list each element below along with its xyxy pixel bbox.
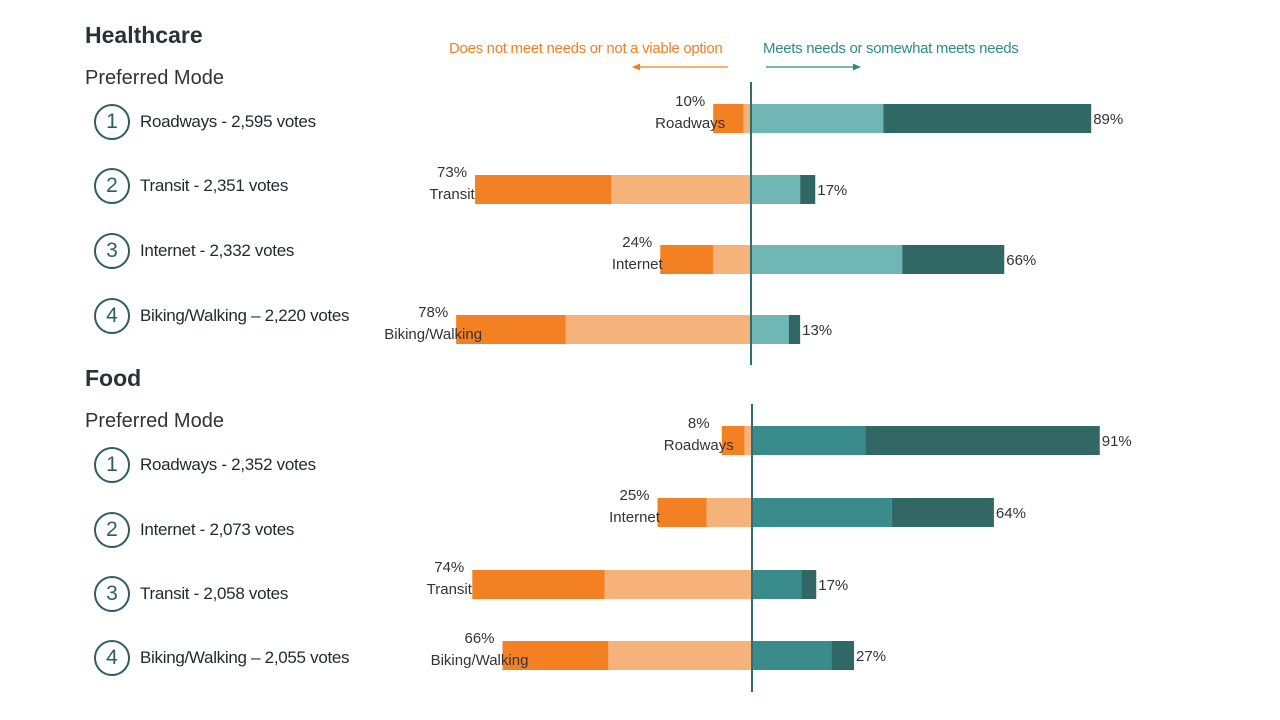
bar-positive-light	[752, 570, 802, 599]
rank-row-healthcare-1: 1 Roadways - 2,595 votes	[94, 102, 316, 142]
rank-row-healthcare-4: 4 Biking/Walking – 2,220 votes	[94, 296, 350, 336]
preferred-mode-title-food: Preferred Mode	[85, 410, 224, 432]
category-label: Transit	[427, 581, 473, 598]
rank-row-food-2: 2 Internet - 2,073 votes	[94, 510, 294, 550]
data-label-positive: 17%	[817, 182, 847, 199]
bar-positive-light	[752, 641, 832, 670]
section-title-food: Food	[85, 365, 142, 391]
rank-label: Roadways - 2,352 votes	[140, 455, 316, 474]
bar-negative-light	[744, 426, 752, 455]
bar-positive-light	[752, 426, 866, 455]
rank-label: Transit - 2,058 votes	[140, 584, 289, 603]
category-label: Internet	[609, 509, 661, 526]
bar-negative-dark	[475, 175, 612, 204]
data-label-positive: 64%	[996, 505, 1026, 522]
data-label-negative: 73%	[437, 164, 467, 181]
rank-row-healthcare-3: 3 Internet - 2,332 votes	[94, 231, 294, 271]
bar-positive-dark	[891, 498, 994, 527]
bar-negative-dark	[721, 426, 745, 455]
legend-negative-label: Does not meet needs or not a viable opti…	[449, 40, 723, 57]
bar-positive-light	[751, 315, 789, 344]
bar-negative-dark	[472, 570, 605, 599]
rank-row-food-3: 3 Transit - 2,058 votes	[94, 574, 288, 614]
bar-positive-dark	[831, 641, 855, 670]
bar-positive-light	[751, 245, 903, 274]
rank-row-healthcare-2: 2 Transit - 2,351 votes	[94, 166, 288, 206]
data-label-negative: 74%	[434, 559, 464, 576]
bar-negative-light	[611, 175, 751, 204]
rank-row-food-1: 1 Roadways - 2,352 votes	[94, 445, 316, 485]
category-label: Roadways	[655, 115, 725, 132]
category-label: Biking/Walking	[384, 326, 482, 343]
data-label-negative: 78%	[418, 304, 448, 321]
category-label: Internet	[612, 256, 664, 273]
bar-positive-dark	[883, 104, 1092, 133]
category-label: Biking/Walking	[431, 652, 529, 669]
bar-negative-dark	[657, 498, 707, 527]
data-label-positive: 91%	[1102, 433, 1132, 450]
arrow-right-icon	[766, 63, 861, 71]
rank-label: Internet - 2,332 votes	[140, 241, 295, 260]
rank-number: 2	[94, 512, 130, 548]
bar-positive-dark	[902, 245, 1005, 274]
rank-number: 1	[94, 104, 130, 140]
rank-number: 4	[94, 298, 130, 334]
data-label-negative: 24%	[622, 234, 652, 251]
bar-positive-light	[751, 104, 884, 133]
section-title-healthcare: Healthcare	[85, 22, 203, 48]
bar-positive-dark	[865, 426, 1100, 455]
rank-label: Biking/Walking – 2,055 votes	[140, 648, 350, 667]
rank-number: 4	[94, 640, 130, 676]
bar-positive-light	[751, 175, 801, 204]
data-label-negative: 10%	[675, 93, 705, 110]
arrow-left-icon	[632, 63, 728, 71]
data-label-positive: 89%	[1093, 111, 1123, 128]
legend-arrows	[632, 63, 861, 71]
data-label-negative: 25%	[619, 487, 649, 504]
category-label: Roadways	[664, 437, 734, 454]
rank-number: 3	[94, 576, 130, 612]
bar-positive-dark	[801, 570, 817, 599]
data-label-positive: 17%	[818, 577, 848, 594]
bar-positive-light	[752, 498, 892, 527]
bar-negative-light	[713, 245, 751, 274]
bar-negative-light	[565, 315, 751, 344]
data-label-negative: 66%	[465, 630, 495, 647]
preferred-mode-title-healthcare: Preferred Mode	[85, 67, 224, 89]
bar-negative-dark	[456, 315, 566, 344]
rank-label: Roadways - 2,595 votes	[140, 112, 316, 131]
bar-negative-light	[608, 641, 752, 670]
rank-label: Transit - 2,351 votes	[140, 176, 289, 195]
bar-positive-dark	[788, 315, 801, 344]
category-label: Transit	[429, 186, 475, 203]
bar-negative-dark	[502, 641, 609, 670]
data-label-positive: 27%	[856, 648, 886, 665]
data-label-positive: 13%	[802, 322, 832, 339]
bar-negative-dark	[660, 245, 714, 274]
data-label-positive: 66%	[1006, 252, 1036, 269]
bar-negative-light	[706, 498, 752, 527]
data-label-negative: 8%	[688, 415, 710, 432]
rank-label: Biking/Walking – 2,220 votes	[140, 306, 350, 325]
rank-number: 1	[94, 447, 130, 483]
rank-number: 2	[94, 168, 130, 204]
bar-negative-dark	[713, 104, 744, 133]
legend-positive-label: Meets needs or somewhat meets needs	[763, 40, 1019, 57]
bar-negative-light	[604, 570, 752, 599]
bar-negative-light	[743, 104, 751, 133]
bar-positive-dark	[800, 175, 816, 204]
rank-label: Internet - 2,073 votes	[140, 520, 295, 539]
rank-row-food-4: 4 Biking/Walking – 2,055 votes	[94, 638, 350, 678]
rank-number: 3	[94, 233, 130, 269]
